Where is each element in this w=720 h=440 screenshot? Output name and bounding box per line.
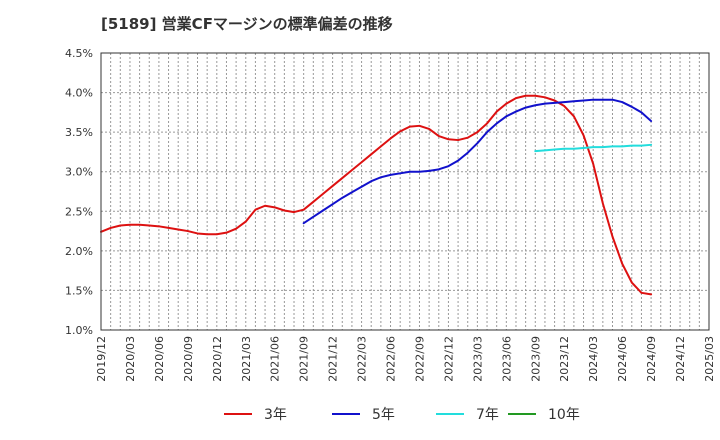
legend-label: 10年 xyxy=(548,407,580,423)
plot-background xyxy=(101,53,709,330)
y-tick-label: 4.5% xyxy=(65,47,93,60)
x-tick-label: 2019/12 xyxy=(95,336,108,382)
x-tick-label: 2023/03 xyxy=(471,336,484,382)
x-tick-label: 2021/03 xyxy=(240,336,253,382)
x-tick-label: 2021/12 xyxy=(327,336,340,382)
x-axis-ticks: 2019/12 2020/03 2020/06 2020/09 2020/12 2021/… xyxy=(95,336,716,382)
series-line-5年 xyxy=(302,98,653,225)
y-tick-label: 1.0% xyxy=(65,324,93,337)
x-tick-label: 2022/03 xyxy=(356,336,369,382)
x-tick-label: 2022/09 xyxy=(413,336,426,382)
y-tick-label: 3.5% xyxy=(65,126,93,139)
x-tick-label: 2022/06 xyxy=(385,336,398,382)
series-line-7年 xyxy=(534,143,653,153)
plot-border xyxy=(100,52,710,331)
x-tick-label: 2023/12 xyxy=(558,336,571,382)
legend-label: 3年 xyxy=(264,407,287,423)
x-tick-label: 2021/06 xyxy=(269,336,282,382)
x-tick-label: 2020/03 xyxy=(124,336,137,382)
series-lines xyxy=(100,94,653,296)
x-tick-label: 2022/12 xyxy=(442,336,455,382)
x-tick-label: 2021/09 xyxy=(298,336,311,382)
y-tick-label: 2.0% xyxy=(65,245,93,258)
x-tick-label: 2025/03 xyxy=(703,336,716,382)
x-tick-label: 2024/03 xyxy=(587,336,600,382)
chart-title: [5189] 営業CFマージンの標準偏差の推移 xyxy=(101,15,393,33)
x-tick-label: 2024/09 xyxy=(645,336,658,382)
x-tick-label: 2020/12 xyxy=(211,336,224,382)
x-tick-label: 2024/12 xyxy=(674,336,687,382)
legend-label: 7年 xyxy=(476,407,499,423)
x-tick-label: 2023/06 xyxy=(500,336,513,382)
y-axis-ticks: 1.0% 1.5% 2.0% 2.5% 3.0% 3.5% 4.0% 4.5% xyxy=(65,47,93,337)
y-tick-label: 4.0% xyxy=(65,87,93,100)
x-tick-label: 2023/09 xyxy=(529,336,542,382)
y-tick-label: 3.0% xyxy=(65,166,93,179)
legend-label: 5年 xyxy=(372,407,395,423)
legend: 3年 5年 7年 10年 xyxy=(224,407,580,423)
x-tick-label: 2024/06 xyxy=(616,336,629,382)
y-tick-label: 1.5% xyxy=(65,284,93,297)
x-tick-label: 2020/09 xyxy=(182,336,195,382)
y-tick-label: 2.5% xyxy=(65,205,93,218)
x-tick-label: 2020/06 xyxy=(153,336,166,382)
